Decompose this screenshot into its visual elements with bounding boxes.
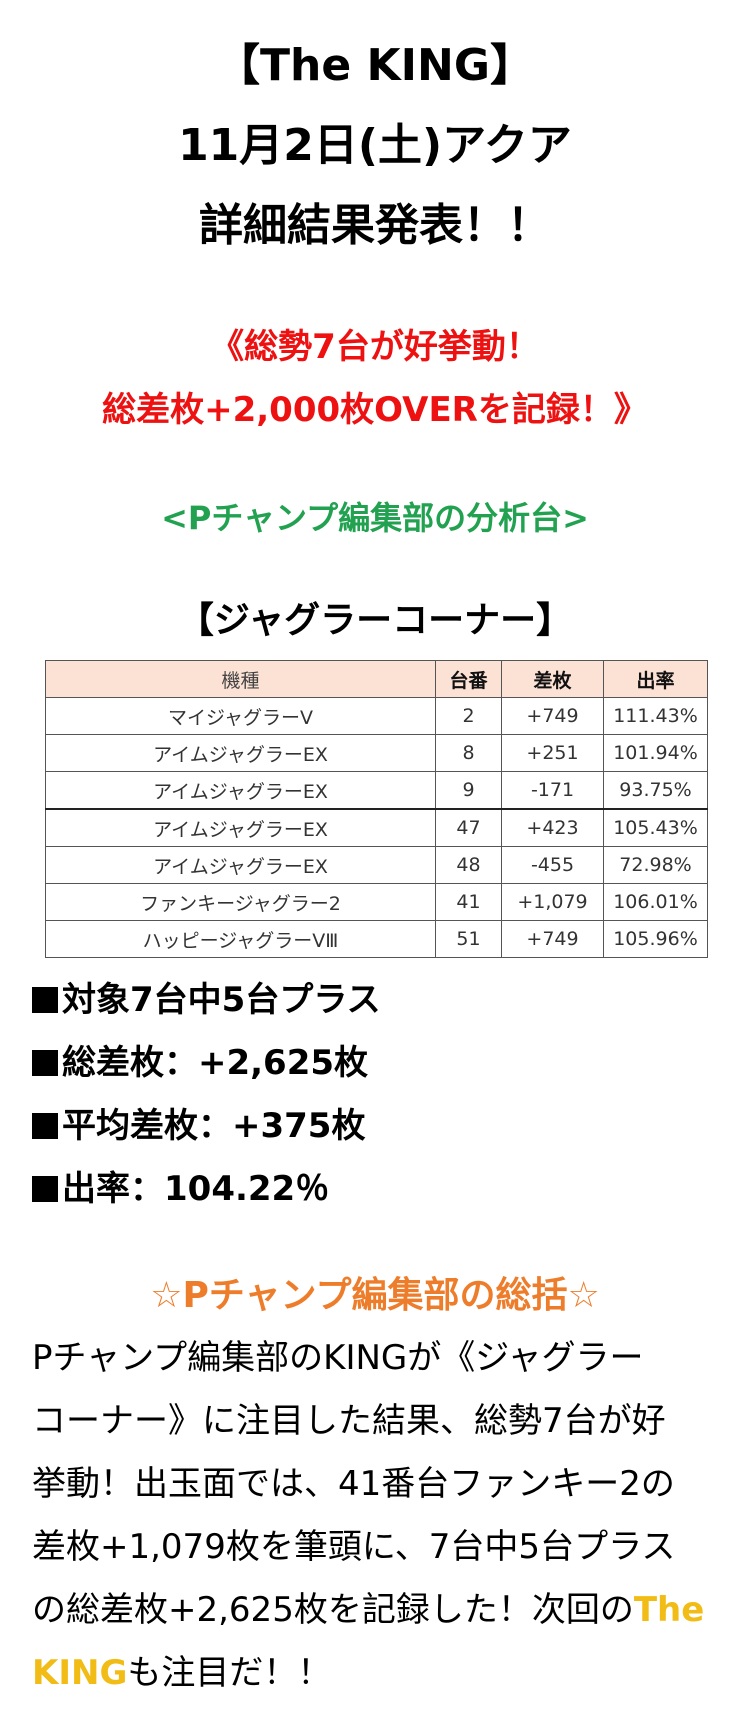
black-square-icon (32, 1113, 58, 1139)
summary-average-diff: 平均差枚：+375枚 (32, 1101, 732, 1151)
column-header-machine-no: 台番 (435, 660, 502, 698)
body-line-5-text: の総差枚+2,625枚を記録した！次回の (32, 1590, 634, 1630)
table-row: アイムジャグラーEX 47 +423 105.43% (45, 808, 708, 847)
body-line-4: 差枚+1,079枚を筆頭に、7台中5台プラス (32, 1527, 676, 1567)
results-table: 機種 台番 差枚 出率 マイジャグラーV 2 +749 111.43% アイムジ… (45, 660, 708, 958)
cell-rate: 101.94% (603, 734, 708, 772)
summary-heading: ☆Pチャンプ編集部の総括☆ (150, 1275, 600, 1316)
cell-diff: +1,079 (501, 883, 604, 921)
cell-diff: +251 (501, 734, 604, 772)
cell-model: アイムジャグラーEX (45, 846, 436, 884)
black-square-icon (32, 1176, 58, 1202)
cell-model: マイジャグラーV (45, 697, 436, 735)
cell-model: アイムジャグラーEX (45, 734, 436, 772)
title-line-1: 【The KING】 (216, 40, 534, 91)
summary-text: 平均差枚：+375枚 (62, 1106, 366, 1146)
summary-total-diff: 総差枚：+2,625枚 (32, 1038, 732, 1088)
cell-model: アイムジャグラーEX (45, 808, 436, 847)
body-line-3: 挙動！出玉面では、41番台ファンキー2の (32, 1464, 675, 1504)
king-highlight: KING (32, 1653, 128, 1693)
body-line-1: Pチャンプ編集部のKINGが《ジャグラー (32, 1338, 644, 1378)
table-row: アイムジャグラーEX 48 -455 72.98% (45, 846, 708, 884)
cell-rate: 72.98% (603, 846, 708, 884)
summary-text: 出率：104.22％ (62, 1169, 330, 1209)
cell-rate: 105.96% (603, 920, 708, 958)
cell-machine-no: 8 (435, 734, 502, 772)
table-row: マイジャグラーV 2 +749 111.43% (45, 697, 708, 735)
cell-model: ファンキージャグラー2 (45, 883, 436, 921)
column-header-rate: 出率 (603, 660, 708, 698)
cell-diff: -171 (501, 771, 604, 810)
black-square-icon (32, 987, 58, 1013)
table-row: アイムジャグラーEX 9 -171 93.75% (45, 771, 708, 810)
summary-text: 対象7台中5台プラス (62, 980, 381, 1020)
cell-diff: -455 (501, 846, 604, 884)
headline-line-1: 《総勢7台が好挙動！ (210, 327, 540, 367)
summary-text: 総差枚：+2,625枚 (62, 1043, 369, 1083)
body-line-2: コーナー》に注目した結果、総勢7台が好 (32, 1401, 666, 1441)
cell-rate: 93.75% (603, 771, 708, 810)
black-square-icon (32, 1050, 58, 1076)
body-line-6-text: も注目だ！！ (127, 1653, 332, 1693)
cell-model: アイムジャグラーEX (45, 771, 436, 810)
cell-rate: 111.43% (603, 697, 708, 735)
cell-model: ハッピージャグラーⅤⅢ (45, 920, 436, 958)
cell-rate: 105.43% (603, 808, 708, 847)
body-line-6: KINGも注目だ！！ (32, 1648, 732, 1698)
column-header-model: 機種 (45, 660, 436, 698)
body-line-5: の総差枚+2,625枚を記録した！次回のThe (32, 1585, 732, 1635)
summary-payout-rate: 出率：104.22％ (32, 1164, 732, 1214)
cell-machine-no: 2 (435, 697, 502, 735)
column-header-diff: 差枚 (501, 660, 604, 698)
cell-machine-no: 47 (435, 808, 502, 847)
king-highlight: The (633, 1590, 705, 1630)
title-line-3: 詳細結果発表！！ (199, 200, 551, 251)
title-line-2: 11月2日(土)アクア (178, 120, 572, 171)
cell-diff: +749 (501, 920, 604, 958)
table-row: ハッピージャグラーⅤⅢ 51 +749 105.96% (45, 920, 708, 958)
cell-diff: +423 (501, 808, 604, 847)
table-row: ファンキージャグラー2 41 +1,079 106.01% (45, 883, 708, 921)
corner-heading: 【ジャグラーコーナー】 (177, 600, 573, 641)
cell-machine-no: 41 (435, 883, 502, 921)
table-header-row: 機種 台番 差枚 出率 (45, 660, 708, 698)
cell-machine-no: 48 (435, 846, 502, 884)
analysis-heading: <Pチャンプ編集部の分析台> (161, 499, 589, 537)
summary-target-count: 対象7台中5台プラス (32, 975, 732, 1025)
cell-machine-no: 9 (435, 771, 502, 810)
headline-line-2: 総差枚+2,000枚OVERを記録！》 (102, 390, 648, 430)
table-row: アイムジャグラーEX 8 +251 101.94% (45, 734, 708, 772)
cell-machine-no: 51 (435, 920, 502, 958)
cell-diff: +749 (501, 697, 604, 735)
cell-rate: 106.01% (603, 883, 708, 921)
